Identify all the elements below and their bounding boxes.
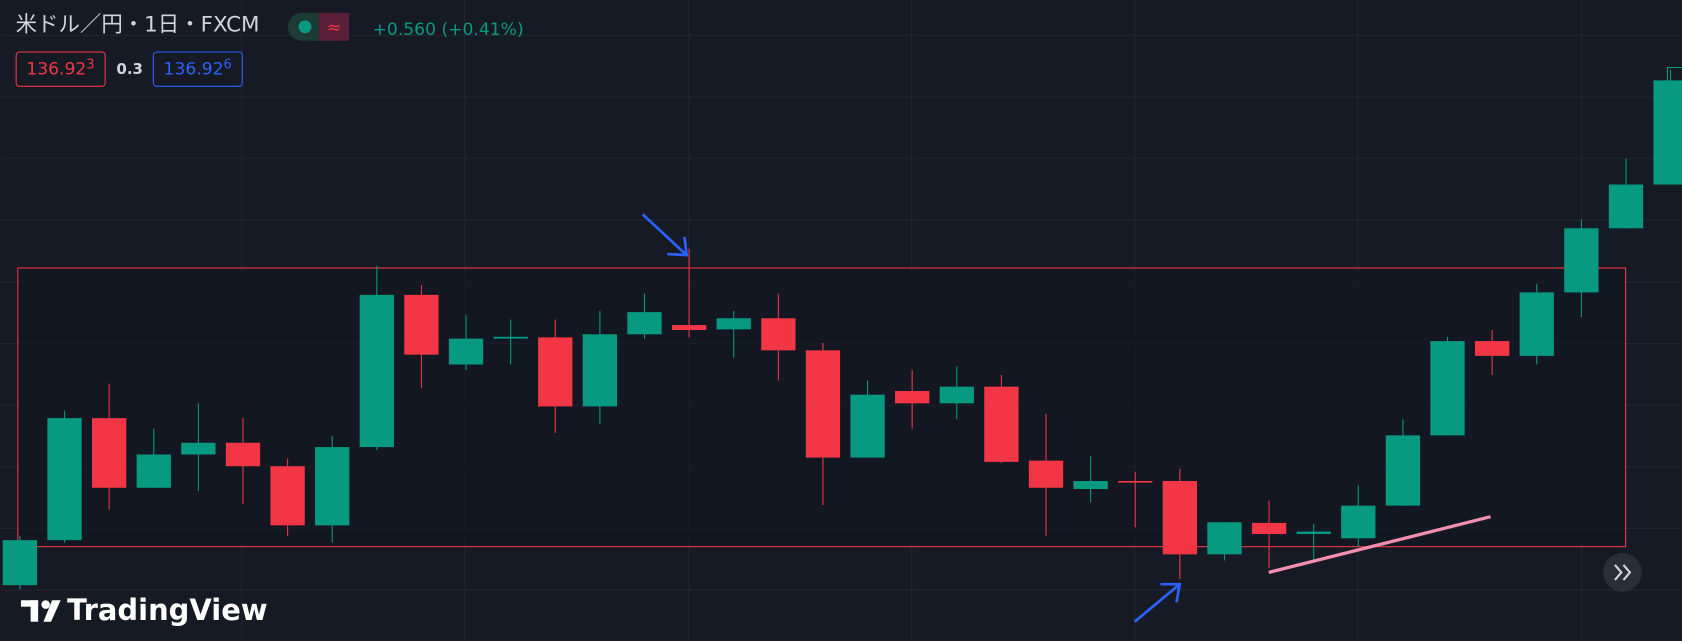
trend-line <box>1268 515 1491 574</box>
candle-body <box>895 391 930 404</box>
ask-main: 136.92 <box>164 60 224 80</box>
candle-body <box>181 442 216 455</box>
candle-body <box>1118 480 1153 483</box>
candle-body <box>448 338 484 365</box>
candle-body <box>404 294 439 355</box>
bid-box[interactable] <box>15 51 106 87</box>
candle-body <box>1296 531 1331 535</box>
candle-body <box>1207 522 1242 555</box>
ask-box[interactable] <box>152 51 243 87</box>
candle-body <box>582 334 618 407</box>
price-change: +0.560 (+0.41%) <box>373 20 524 40</box>
candle-body <box>1028 460 1064 488</box>
candle-body <box>136 454 171 488</box>
logo-text: TradingView <box>67 593 267 627</box>
candle-body <box>359 294 394 448</box>
candle-body <box>1251 522 1287 535</box>
scroll-button[interactable] <box>1603 553 1642 592</box>
candle-body <box>1474 341 1510 356</box>
candle-body <box>716 318 751 330</box>
candle-body <box>1564 228 1599 293</box>
spread: 0.3 <box>116 60 143 78</box>
ask-pip: 6 <box>224 57 232 72</box>
candle-body <box>627 312 662 335</box>
symbol-title: 米ドル／円・1日・FXCM <box>16 13 260 38</box>
svg-text:≈: ≈ <box>327 18 341 38</box>
candle-body <box>939 386 974 404</box>
candle-body <box>225 442 261 467</box>
arrow-top <box>641 213 689 257</box>
candle-body <box>47 418 82 541</box>
bid-pip: 3 <box>86 57 94 72</box>
price-label-edge <box>1666 66 1682 92</box>
candle-body <box>1341 505 1376 539</box>
candle-body <box>1073 480 1108 490</box>
ask-price: 136.926 <box>164 57 232 80</box>
candle-body <box>315 447 350 526</box>
candle-body <box>493 336 528 339</box>
candle-body <box>1608 184 1644 229</box>
arrow-bottom <box>1133 582 1182 623</box>
candle-body <box>1162 480 1198 555</box>
bid-price: 136.923 <box>26 57 94 80</box>
candle-body <box>1519 292 1554 356</box>
candle-body <box>761 318 796 351</box>
candle-body <box>538 337 573 407</box>
candle-body <box>850 394 885 458</box>
candle-body <box>91 418 127 488</box>
candle-body <box>1385 435 1421 506</box>
candle-body <box>1653 80 1682 185</box>
candle-body <box>984 386 1019 462</box>
candle-body <box>671 325 707 330</box>
bid-main: 136.92 <box>26 60 86 80</box>
candle-body <box>2 540 38 586</box>
candle-body <box>270 466 305 526</box>
candle-body <box>805 350 841 458</box>
logo-icon <box>20 600 61 622</box>
candle-body <box>1430 341 1465 436</box>
status-toggle[interactable]: ≈ <box>287 12 349 41</box>
